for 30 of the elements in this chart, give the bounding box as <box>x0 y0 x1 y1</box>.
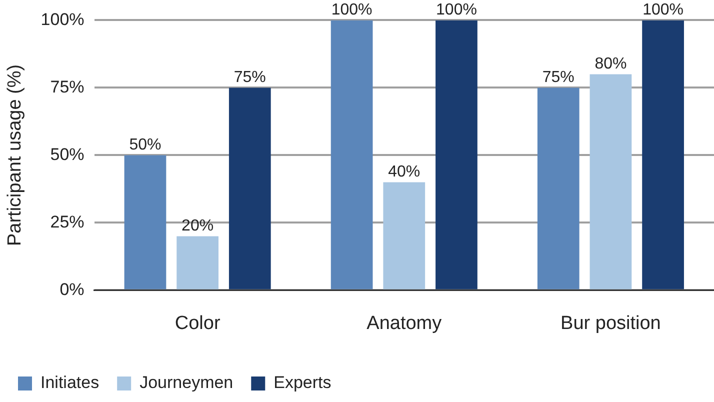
legend-label: Journeymen <box>140 373 234 392</box>
bar <box>642 20 684 290</box>
data-label: 75% <box>234 69 266 86</box>
data-label: 80% <box>594 56 627 73</box>
y-tick-label: 25% <box>50 212 84 232</box>
y-tick-label: 0% <box>60 280 84 299</box>
legend-label: Experts <box>274 373 332 392</box>
x-tick-label: Color <box>174 312 221 334</box>
data-label: 100% <box>436 2 477 19</box>
data-label: 40% <box>388 164 420 181</box>
data-label: 75% <box>542 69 574 86</box>
y-axis-title: Participant usage (%) <box>4 64 26 246</box>
data-label: 50% <box>129 136 162 154</box>
bar <box>124 155 166 290</box>
bar <box>537 88 580 290</box>
data-label: 100% <box>331 2 372 19</box>
bar <box>590 74 632 290</box>
y-tick-label: 75% <box>50 77 84 96</box>
y-tick-label: 50% <box>50 144 84 164</box>
y-tick-label: 100% <box>40 10 84 29</box>
data-label: 100% <box>642 2 684 19</box>
bar <box>383 182 426 290</box>
legend-label: Initiates <box>40 373 100 392</box>
x-tick-label: Bur position <box>560 312 661 334</box>
data-label: 20% <box>182 218 214 235</box>
x-tick-label: Anatomy <box>366 312 442 334</box>
bar <box>436 20 478 290</box>
bar <box>330 20 373 290</box>
bar <box>228 88 271 290</box>
bar <box>176 236 218 290</box>
